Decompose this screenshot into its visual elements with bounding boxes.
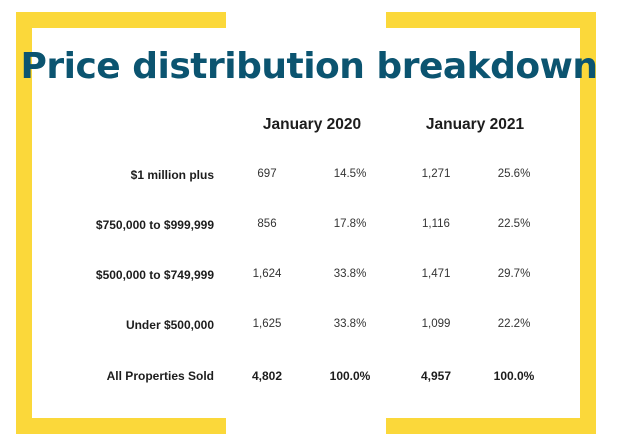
- cell-jan2020-count: 1,624: [252, 268, 282, 280]
- cell-jan2020-count: 1,625: [252, 318, 282, 330]
- row-label: All Properties Sold: [106, 369, 214, 383]
- cell-jan2020-count: 697: [257, 168, 277, 180]
- cell-jan2021-count: 1,116: [422, 218, 450, 230]
- cell-jan2021-pct: 100.0%: [493, 369, 535, 383]
- cell-jan2020-count: 4,802: [251, 369, 283, 383]
- cell-jan2021-pct: 29.7%: [497, 268, 531, 280]
- row-label: $1 million plus: [130, 168, 214, 182]
- table-row: $500,000 to $749,999 1,624 33.8% 1,471 29.7%: [0, 268, 618, 288]
- chart-title: Price distribution breakdown: [20, 46, 598, 87]
- frame-bottom-left: [16, 418, 226, 434]
- table-row: Under $500,000 1,625 33.8% 1,099 22.2%: [0, 318, 618, 338]
- cell-jan2020-pct: 17.8%: [333, 218, 367, 230]
- column-header-jan-2020: January 2020: [262, 116, 362, 133]
- cell-jan2020-pct: 33.8%: [333, 268, 367, 280]
- row-label: $500,000 to $749,999: [95, 268, 214, 282]
- cell-jan2021-pct: 22.2%: [497, 318, 531, 330]
- row-label: Under $500,000: [125, 318, 214, 332]
- table-row: $1 million plus 697 14.5% 1,271 25.6%: [0, 168, 618, 188]
- cell-jan2020-pct: 100.0%: [329, 369, 371, 383]
- cell-jan2021-count: 1,471: [421, 268, 451, 280]
- frame-top-left: [16, 12, 226, 28]
- table-row: $750,000 to $999,999 856 17.8% 1,116 22.5%: [0, 218, 618, 238]
- frame-right: [580, 12, 596, 434]
- table-total-row: All Properties Sold 4,802 100.0% 4,957 100.0…: [0, 369, 618, 389]
- cell-jan2021-pct: 25.6%: [497, 168, 531, 180]
- column-header-jan-2021: January 2021: [425, 116, 525, 133]
- cell-jan2020-count: 856: [257, 218, 277, 230]
- cell-jan2021-count: 1,099: [421, 318, 451, 330]
- cell-jan2021-count: 1,271: [421, 168, 451, 180]
- frame-left: [16, 12, 32, 434]
- cell-jan2021-count: 4,957: [420, 369, 452, 383]
- row-label: $750,000 to $999,999: [95, 218, 214, 232]
- cell-jan2021-pct: 22.5%: [497, 218, 531, 230]
- frame-bottom-right: [386, 418, 596, 434]
- frame-top-right: [386, 12, 596, 28]
- cell-jan2020-pct: 14.5%: [333, 168, 367, 180]
- cell-jan2020-pct: 33.8%: [333, 318, 367, 330]
